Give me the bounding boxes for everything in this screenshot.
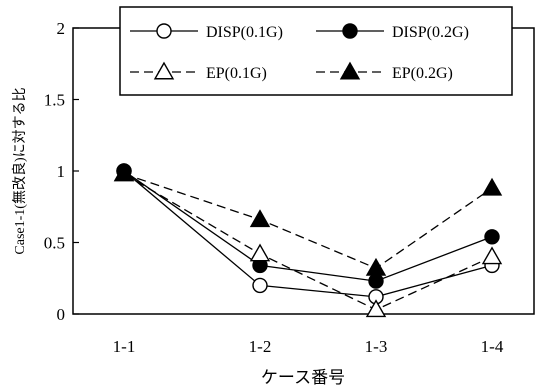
data-point: [249, 243, 271, 262]
data-point: [365, 299, 387, 318]
legend: DISP(0.1G) DISP(0.2G) EP(0.1G) EP(0.2G): [119, 6, 513, 96]
data-point: [249, 209, 271, 228]
legend-item: EP(0.2G): [316, 61, 453, 82]
y-tick-label: 1: [57, 162, 66, 181]
data-point: [365, 257, 387, 276]
y-tick-label: 0.5: [44, 234, 65, 253]
y-tick-marks: [73, 27, 79, 315]
data-point: [481, 177, 503, 196]
legend-marker: [342, 23, 358, 39]
y-axis-label: Case1-1(無改良)に対する比: [12, 87, 28, 254]
data-point: [481, 246, 503, 265]
x-tick-label: 1-4: [481, 337, 504, 356]
y-tick-labels: 0 0.5 1 1.5 2: [44, 19, 65, 324]
legend-marker: [153, 61, 175, 80]
y-tick-label: 2: [57, 19, 66, 38]
x-axis-label: ケース番号: [261, 368, 345, 387]
x-tick-label: 1-3: [365, 337, 388, 356]
series-line: [123, 173, 493, 269]
series-ep-0-2g-: [113, 163, 503, 276]
x-tick-label: 1-2: [249, 337, 272, 356]
series-ep-0-1g-: [113, 163, 503, 318]
legend-marker: [339, 61, 361, 80]
series-disp-0-2g-: [116, 163, 500, 289]
legend-marker: [156, 23, 172, 39]
series-disp-0-1g-: [116, 163, 500, 305]
data-point: [484, 229, 500, 245]
y-tick-label: 1.5: [44, 91, 65, 110]
series-layer: [113, 163, 503, 318]
data-point: [252, 277, 268, 294]
y-tick-label: 0: [57, 305, 66, 324]
x-tick-label: 1-1: [113, 337, 136, 356]
series-line: [123, 170, 493, 282]
legend-label: DISP(0.1G): [206, 24, 283, 41]
legend-item: DISP(0.2G): [316, 23, 469, 41]
legend-item: DISP(0.1G): [130, 23, 283, 41]
data-point: [113, 163, 135, 182]
legend-label: EP(0.1G): [206, 65, 267, 82]
data-point: [368, 273, 384, 289]
legend-box: [119, 6, 513, 96]
x-tick-labels: 1-1 1-2 1-3 1-4: [113, 337, 504, 356]
series-line: [123, 173, 493, 311]
legend-label: DISP(0.2G): [392, 24, 469, 41]
legend-item: EP(0.1G): [130, 61, 267, 82]
series-line: [123, 170, 493, 298]
legend-label: EP(0.2G): [392, 65, 453, 82]
